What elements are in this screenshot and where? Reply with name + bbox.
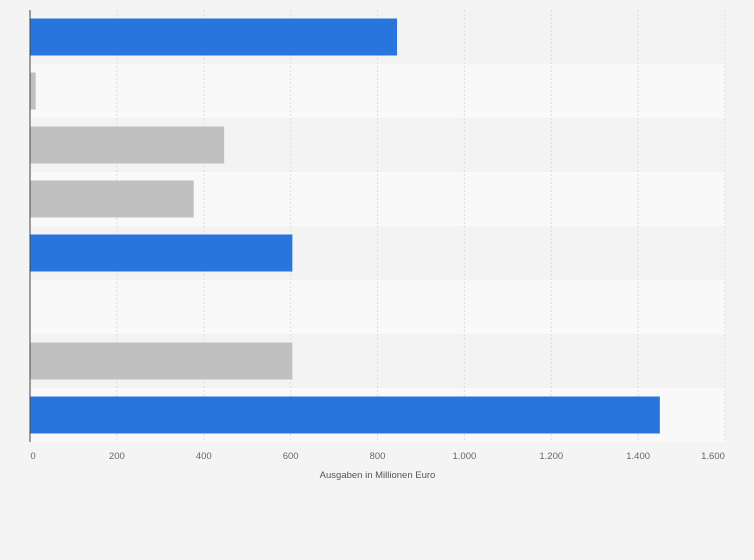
bar [30,72,36,110]
bar [30,180,194,218]
bar [30,126,225,164]
x-tick-label: 600 [283,451,299,462]
x-tick-label: 800 [370,451,386,462]
x-axis-title: Ausgaben in Millionen Euro [320,470,436,481]
x-tick-label: 0 [30,451,35,462]
bar [30,234,293,272]
bars [30,18,660,434]
x-tick-label: 1.600 [701,451,725,462]
bar [30,342,293,380]
x-tick-label: 400 [196,451,212,462]
x-tick-label: 200 [109,451,125,462]
x-axis-ticks: 0 200 400 600 800 1.000 1.200 1.400 1.600 [30,451,725,462]
bar [30,18,398,56]
bar [30,396,660,434]
x-tick-label: 1.000 [452,451,476,462]
x-tick-label: 1.200 [539,451,563,462]
x-tick-label: 1.400 [626,451,650,462]
